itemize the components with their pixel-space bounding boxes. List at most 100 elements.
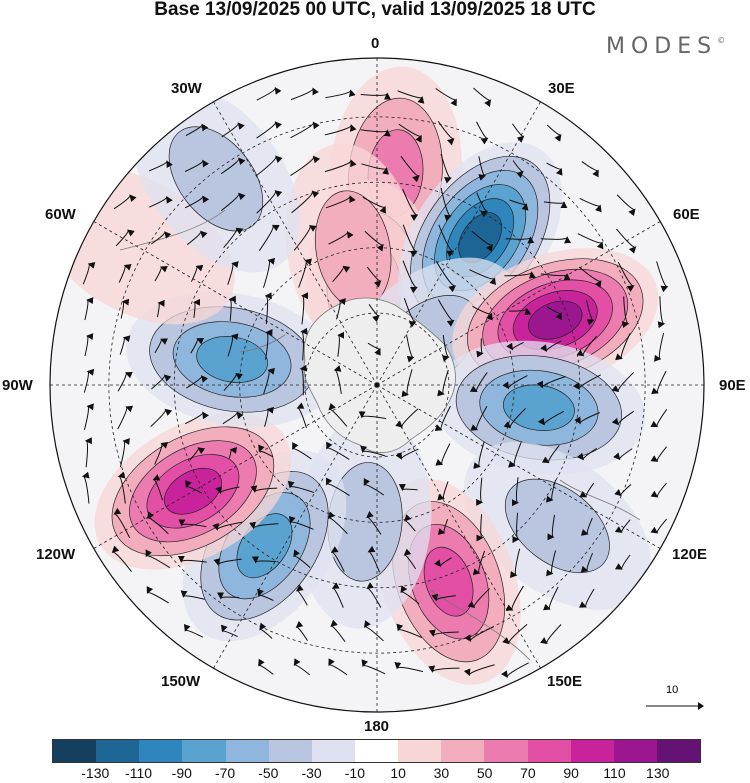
colorbar-segment [527, 740, 571, 762]
wind-vector-arrow [511, 477, 519, 507]
wind-vector-arrow [657, 296, 666, 329]
wind-vector-arrow [476, 477, 484, 506]
wind-vector-arrow [394, 662, 424, 673]
wind-vector-arrow [152, 474, 164, 501]
wind-vector-arrow [189, 447, 206, 461]
wind-vector-arrow [292, 441, 312, 460]
anomaly-center [126, 291, 339, 428]
wind-vector-arrow [330, 546, 345, 572]
longitude-label-30e: 30E [548, 80, 575, 97]
wind-vector-arrow [469, 372, 488, 393]
wind-vector-arrow [396, 623, 423, 639]
wind-vector-arrow [221, 624, 238, 638]
colorbar-segment [484, 740, 528, 762]
longitude-label-150e: 150E [547, 673, 583, 690]
wind-vector-arrow [502, 375, 528, 390]
wind-vector-arrow [288, 515, 314, 530]
wind-vector-arrow [264, 292, 272, 325]
wind-vector-arrow [476, 121, 489, 145]
wind-vector-arrow [476, 338, 484, 358]
contour-band [528, 300, 583, 340]
wind-vector-arrow [190, 264, 204, 282]
wind-vector-arrow [611, 410, 634, 426]
colorbar-segment [613, 740, 657, 762]
wind-vector-arrow [185, 411, 209, 425]
wind-vector-arrow [223, 227, 244, 249]
wind-vector-arrow [472, 550, 486, 576]
wind-vector-arrow [653, 332, 665, 362]
meridian-line [213, 101, 378, 386]
wind-vector-arrow [145, 549, 171, 569]
wind-vectors [82, 86, 669, 678]
wind-vector-arrow [119, 335, 131, 355]
latitude-circle [304, 312, 450, 458]
wind-vector-arrow [358, 411, 387, 420]
wind-vector-arrow [504, 271, 536, 279]
wind-vector-arrow [613, 448, 633, 461]
wind-vector-arrow [220, 192, 246, 212]
wind-vector-arrow [360, 445, 386, 457]
wind-vector-arrow [82, 471, 90, 504]
wind-vector-arrow [547, 514, 556, 541]
wind-vector-arrow [293, 225, 317, 251]
wind-vector-arrow [186, 375, 209, 389]
wind-vector-arrow [397, 90, 425, 104]
wind-vector-arrow [614, 554, 631, 570]
wind-vector-arrow [290, 121, 320, 139]
wind-vector-arrow [325, 195, 356, 209]
wind-vector-arrow [579, 588, 595, 608]
wind-vector-arrow [256, 121, 282, 139]
wind-vector-arrow [301, 292, 309, 325]
wind-vector-arrow [509, 199, 529, 211]
colorbar-tick-label: -30 [301, 765, 322, 781]
wind-vector-arrow [402, 260, 418, 294]
wind-vector-arrow [113, 507, 131, 539]
wind-vector-arrow [512, 123, 525, 143]
latitude-circle [108, 116, 646, 654]
meridian-line [213, 384, 378, 669]
wind-vector-arrow [263, 367, 275, 395]
wind-vector-arrow [255, 155, 283, 177]
wind-vector-arrow [501, 662, 529, 678]
wind-vector-arrow [616, 228, 637, 254]
meridian-line [376, 221, 661, 386]
colorbar-ticks: -130 -110 -90 -70 -50 -30 -10 10 30 50 70 90 110 130 [52, 765, 701, 783]
wind-vector-arrow [119, 438, 130, 468]
wind-vector-arrow [434, 405, 451, 431]
wind-vector-arrow [262, 257, 276, 288]
wind-vector-arrow [325, 477, 350, 496]
wind-vector-arrow [615, 333, 631, 361]
wind-vector-arrow [540, 236, 572, 244]
colorbar [52, 739, 701, 763]
wind-vector-arrow [476, 192, 489, 218]
meridian-line [376, 384, 541, 669]
meridian-line [376, 101, 541, 386]
wind-vector-arrow [327, 511, 348, 535]
wind-vector-arrow [249, 521, 279, 530]
wind-vector-arrow [543, 586, 559, 611]
wind-vector-arrow [212, 521, 243, 531]
wind-vector-arrow [437, 518, 449, 535]
colorbar-segment [268, 740, 312, 762]
wind-vector-arrow [469, 269, 496, 286]
wind-vector-arrow [258, 658, 274, 675]
wind-vector-arrow [221, 122, 245, 138]
wind-vector-arrow [440, 187, 452, 222]
wind-vector-arrow [437, 299, 455, 327]
wind-vector-arrow [361, 163, 390, 175]
wind-vector-arrow [111, 545, 132, 572]
wind-vector-arrow [476, 514, 484, 542]
wind-vector-arrow [293, 658, 311, 676]
wind-vector-arrow [154, 266, 168, 282]
wind-vector-arrow [580, 552, 593, 573]
wind-vector-arrow [363, 478, 385, 496]
wind-vector-arrow [536, 376, 566, 389]
wind-vector-arrow [614, 484, 632, 497]
wind-vector-arrow [503, 408, 526, 429]
wind-vector-arrow [651, 370, 667, 395]
colorbar-segment [225, 740, 269, 762]
wind-vector-arrow [473, 441, 485, 469]
wind-vector-arrow [293, 549, 311, 569]
wind-vector-arrow [505, 236, 535, 244]
